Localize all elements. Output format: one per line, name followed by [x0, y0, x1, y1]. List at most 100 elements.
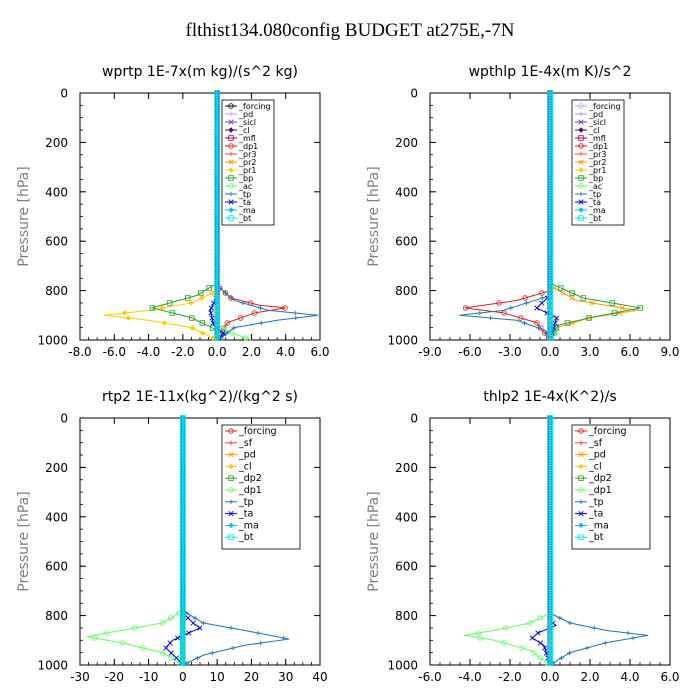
data-point — [214, 115, 220, 121]
legend-entry: _pd — [588, 450, 606, 461]
data-point — [199, 320, 206, 326]
data-point — [198, 290, 204, 296]
data-point — [586, 315, 592, 321]
series-line-tp — [459, 93, 551, 341]
data-point — [180, 550, 186, 556]
legend-marker — [578, 215, 584, 221]
data-point — [125, 315, 132, 321]
data-point — [167, 615, 174, 621]
x-tick-label: -2.0 — [498, 670, 521, 684]
data-point — [547, 655, 553, 661]
data-point — [180, 565, 186, 571]
data-point — [180, 520, 186, 526]
legend-marker — [578, 463, 584, 470]
y-tick-label: 200 — [45, 461, 68, 475]
y-axis-label: Pressure [hPa] — [366, 491, 382, 591]
data-point — [258, 640, 264, 646]
legend-entry: _pr1 — [588, 166, 606, 175]
legend-entry: _ac — [238, 182, 252, 191]
data-point — [180, 620, 186, 626]
data-point — [559, 655, 564, 661]
data-point — [180, 510, 186, 516]
data-point — [547, 610, 553, 616]
legend-entry: _tp — [238, 190, 251, 199]
legend-marker — [578, 119, 584, 125]
data-point — [167, 640, 173, 646]
data-point — [180, 545, 186, 551]
legend-marker — [228, 175, 234, 181]
x-tick-label: 6.0 — [310, 345, 329, 359]
legend-entry: _pr2 — [588, 158, 606, 167]
legend-marker — [578, 499, 584, 505]
y-axis-label: Pressure [hPa] — [16, 491, 32, 591]
legend-entry: _bt — [238, 532, 254, 543]
data-point — [550, 620, 556, 626]
data-point — [547, 550, 553, 556]
data-point — [544, 310, 550, 316]
data-point — [104, 630, 110, 636]
data-point — [547, 640, 553, 646]
y-tick-label: 0 — [60, 412, 68, 426]
legend-marker — [578, 151, 584, 157]
data-point — [208, 310, 214, 316]
data-point — [537, 615, 543, 621]
legend-entry: _cl — [588, 126, 600, 135]
data-point — [519, 645, 525, 651]
legend-marker — [578, 191, 584, 197]
data-point — [547, 105, 553, 111]
data-point — [293, 315, 299, 321]
data-point — [552, 330, 558, 336]
legend-marker — [228, 451, 234, 458]
data-point — [180, 525, 186, 531]
data-point — [180, 645, 186, 651]
legend-entry: _forcing — [238, 102, 271, 111]
data-point — [192, 615, 198, 621]
y-tick-label: 800 — [45, 284, 68, 298]
data-point — [230, 645, 236, 651]
legend-marker — [578, 103, 584, 109]
data-point — [180, 635, 186, 641]
legend-entry: _ta — [588, 198, 601, 207]
data-point — [536, 325, 541, 331]
data-point — [175, 635, 181, 641]
legend-entry: _cl — [588, 461, 602, 472]
legend-marker — [578, 207, 584, 213]
series-line-dp1 — [86, 418, 184, 666]
legend-box — [221, 424, 301, 550]
panel-2: -30 -20 -10 0 10 20 30 4002004006008001000rtp2 … — [16, 389, 328, 684]
x-tick-label: -8.0 — [68, 345, 91, 359]
data-point — [547, 255, 553, 261]
legend-marker — [228, 111, 234, 117]
data-point — [163, 645, 169, 651]
y-tick-label: 0 — [60, 87, 68, 101]
data-point — [140, 645, 146, 651]
data-point — [255, 630, 261, 636]
legend-marker — [578, 475, 584, 481]
legend-entry: _dp1 — [588, 142, 608, 151]
data-point — [557, 615, 563, 621]
legend-entry: _sicl — [238, 118, 256, 127]
data-point — [547, 565, 553, 571]
series-line-dp1 — [463, 418, 551, 666]
data-point — [214, 110, 220, 116]
panel-title: wprtp 1E-7x(m kg)/(s^2 kg) — [102, 64, 298, 80]
data-point — [609, 300, 615, 306]
data-point — [524, 300, 529, 306]
data-point — [180, 605, 186, 611]
data-point — [180, 580, 186, 586]
panel-3: -6.0 -4.0 -2.0 0.0 2.0 4.0 6.0 0 200 400 600 800 100… — [366, 389, 680, 684]
series-line-ta — [535, 93, 558, 341]
data-point — [518, 315, 524, 321]
x-tick-label: 10 — [210, 670, 225, 684]
data-point — [214, 335, 220, 341]
legend-marker — [228, 135, 234, 141]
x-tick-label: -30 — [70, 670, 90, 684]
data-point — [282, 305, 288, 311]
y-axis-label: Pressure [hPa] — [16, 166, 32, 266]
x-tick-label: 0 — [179, 670, 187, 684]
data-point — [166, 300, 173, 306]
legend-entry: _ma — [588, 520, 609, 531]
data-point — [214, 100, 220, 106]
data-point — [119, 640, 125, 646]
